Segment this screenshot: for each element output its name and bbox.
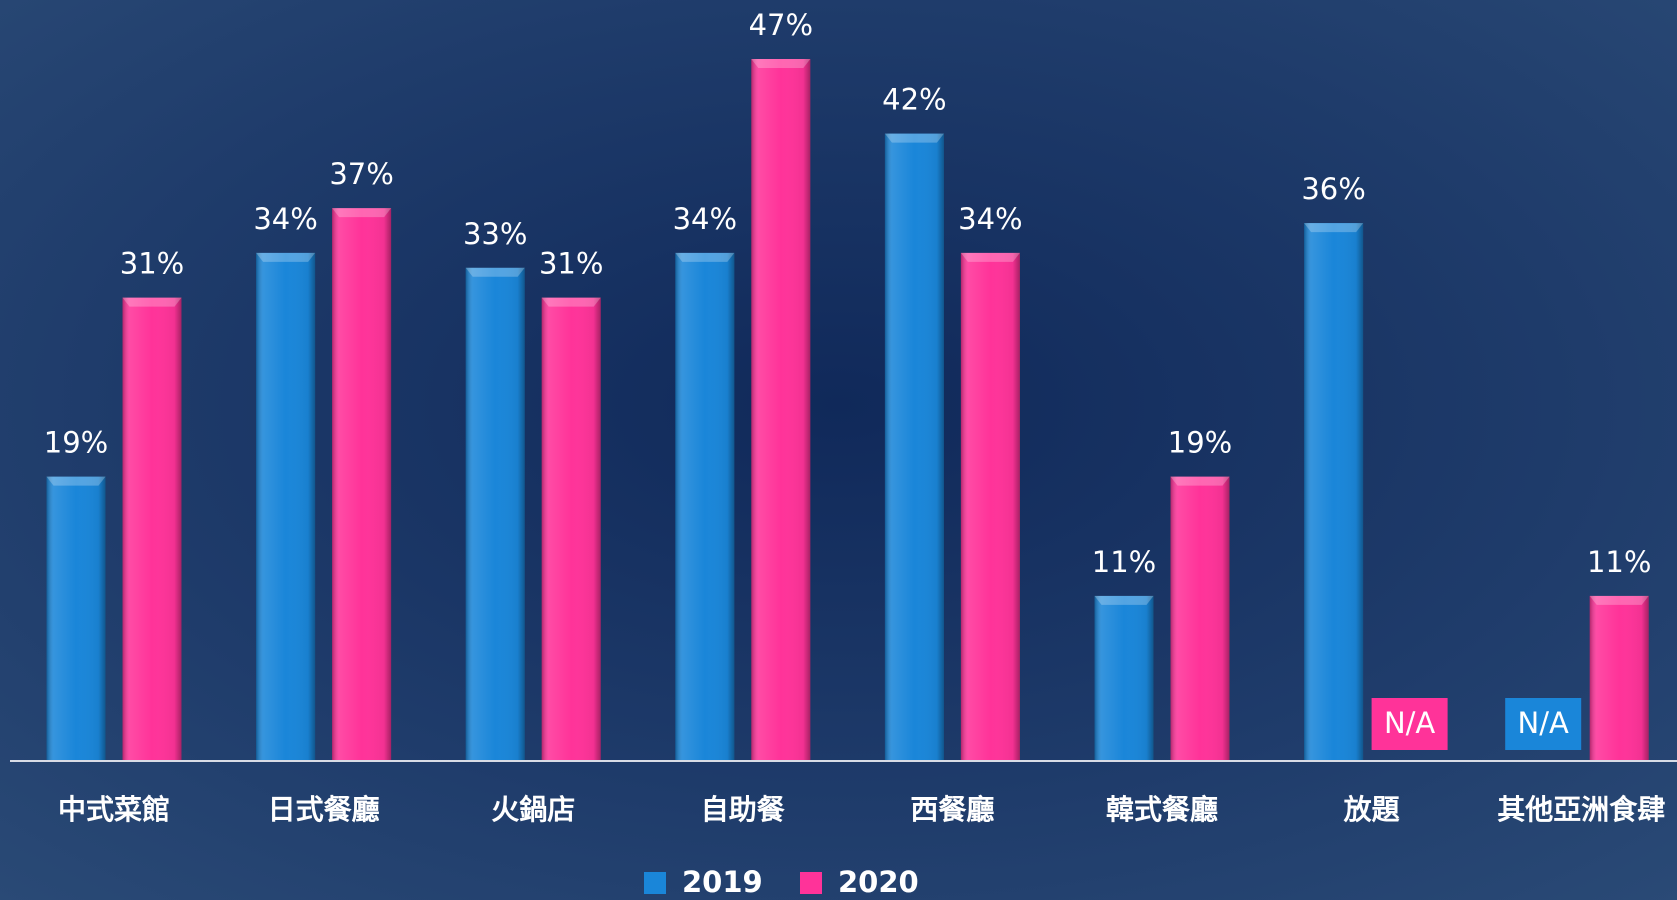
bar-shade [256, 253, 315, 760]
bar-shade [47, 477, 106, 760]
bar-shade [123, 298, 182, 760]
legend-label: 2020 [838, 865, 919, 899]
bar-shade [1304, 223, 1363, 760]
background [0, 0, 1677, 900]
x-tick-label: 日式餐廳 [268, 793, 380, 826]
x-tick-label: 西餐廳 [910, 793, 994, 826]
legend-swatch [800, 872, 822, 894]
value-label: N/A [1518, 706, 1569, 740]
bar-cap [675, 253, 734, 262]
bar-shade [542, 298, 601, 760]
bar-shade [1590, 596, 1649, 760]
bar-shade [885, 134, 944, 760]
bar-cap [123, 298, 182, 307]
bar-cap [47, 477, 106, 486]
bar-shade [1171, 477, 1230, 760]
bar-cap [885, 134, 944, 143]
bar-shade [1095, 596, 1154, 760]
x-tick-label: 放題 [1343, 793, 1401, 826]
bar-cap [1590, 596, 1649, 605]
bar-shade [751, 59, 810, 760]
value-label: 34% [253, 202, 317, 236]
value-label: 36% [1301, 172, 1365, 206]
bar-cap [961, 253, 1020, 262]
bar-cap [332, 208, 391, 217]
value-label: 47% [749, 8, 813, 42]
value-label: 33% [463, 217, 527, 251]
x-tick-label: 火鍋店 [491, 793, 575, 826]
value-label: N/A [1384, 706, 1435, 740]
bar-cap [751, 59, 810, 68]
value-label: 31% [120, 247, 184, 281]
bar-shade [332, 208, 391, 760]
bar-shade [466, 268, 525, 760]
bar-cap [1304, 223, 1363, 232]
bar-cap [1095, 596, 1154, 605]
value-label: 19% [1168, 426, 1232, 460]
bar-shade [675, 253, 734, 760]
page: 中式菜館 日式餐廳 火鍋店 自助餐 西餐廳 韓式餐廳 放題 其他亞洲食肆 19% 34% 33% 34… [0, 0, 1677, 900]
x-tick-label: 自助餐 [701, 793, 786, 826]
value-label: 11% [1092, 545, 1156, 579]
x-tick-label: 中式菜館 [58, 793, 170, 826]
value-label: 37% [329, 157, 393, 191]
x-tick-label: 韓式餐廳 [1106, 793, 1218, 826]
x-tick-label: 其他亞洲食肆 [1497, 793, 1665, 826]
value-label: 31% [539, 247, 603, 281]
value-label: 19% [44, 426, 108, 460]
legend-label: 2019 [682, 865, 763, 899]
bar-shade [961, 253, 1020, 760]
chart: 中式菜館 日式餐廳 火鍋店 自助餐 西餐廳 韓式餐廳 放題 其他亞洲食肆 19% 34% 33% 34… [0, 0, 1677, 900]
value-label: 34% [958, 202, 1022, 236]
value-label: 11% [1587, 545, 1651, 579]
value-label: 34% [673, 202, 737, 236]
bar-cap [1171, 477, 1230, 486]
legend-swatch [644, 872, 666, 894]
bar-cap [466, 268, 525, 277]
value-label: 42% [882, 83, 946, 117]
bar-cap [256, 253, 315, 262]
bar-cap [542, 298, 601, 307]
